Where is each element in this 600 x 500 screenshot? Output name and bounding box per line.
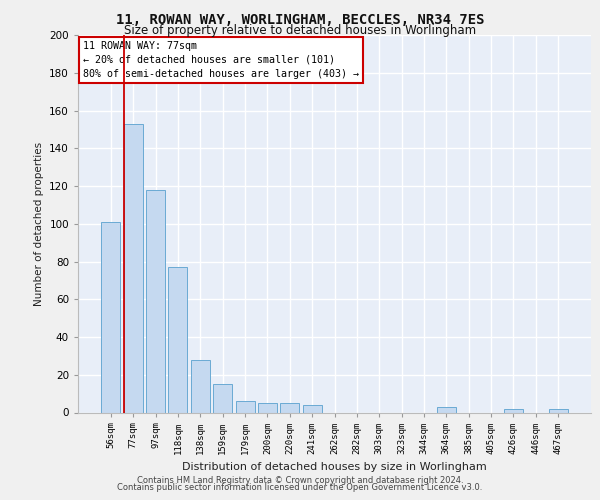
Bar [258, 403, 277, 412]
Bar [191, 360, 210, 412]
Bar [169, 267, 187, 412]
Bar [101, 222, 121, 412]
Bar [548, 408, 568, 412]
X-axis label: Distribution of detached houses by size in Worlingham: Distribution of detached houses by size … [182, 462, 487, 472]
Bar [437, 407, 456, 412]
Bar [504, 408, 523, 412]
Text: Contains public sector information licensed under the Open Government Licence v3: Contains public sector information licen… [118, 484, 482, 492]
Bar [146, 190, 165, 412]
Bar [280, 403, 299, 412]
Text: Size of property relative to detached houses in Worlingham: Size of property relative to detached ho… [124, 24, 476, 37]
Y-axis label: Number of detached properties: Number of detached properties [34, 142, 44, 306]
Bar [302, 405, 322, 412]
Bar [236, 401, 254, 412]
Bar [213, 384, 232, 412]
Text: Contains HM Land Registry data © Crown copyright and database right 2024.: Contains HM Land Registry data © Crown c… [137, 476, 463, 485]
Text: 11, ROWAN WAY, WORLINGHAM, BECCLES, NR34 7ES: 11, ROWAN WAY, WORLINGHAM, BECCLES, NR34… [116, 12, 484, 26]
Bar [124, 124, 143, 412]
Text: 11 ROWAN WAY: 77sqm
← 20% of detached houses are smaller (101)
80% of semi-detac: 11 ROWAN WAY: 77sqm ← 20% of detached ho… [83, 40, 359, 78]
